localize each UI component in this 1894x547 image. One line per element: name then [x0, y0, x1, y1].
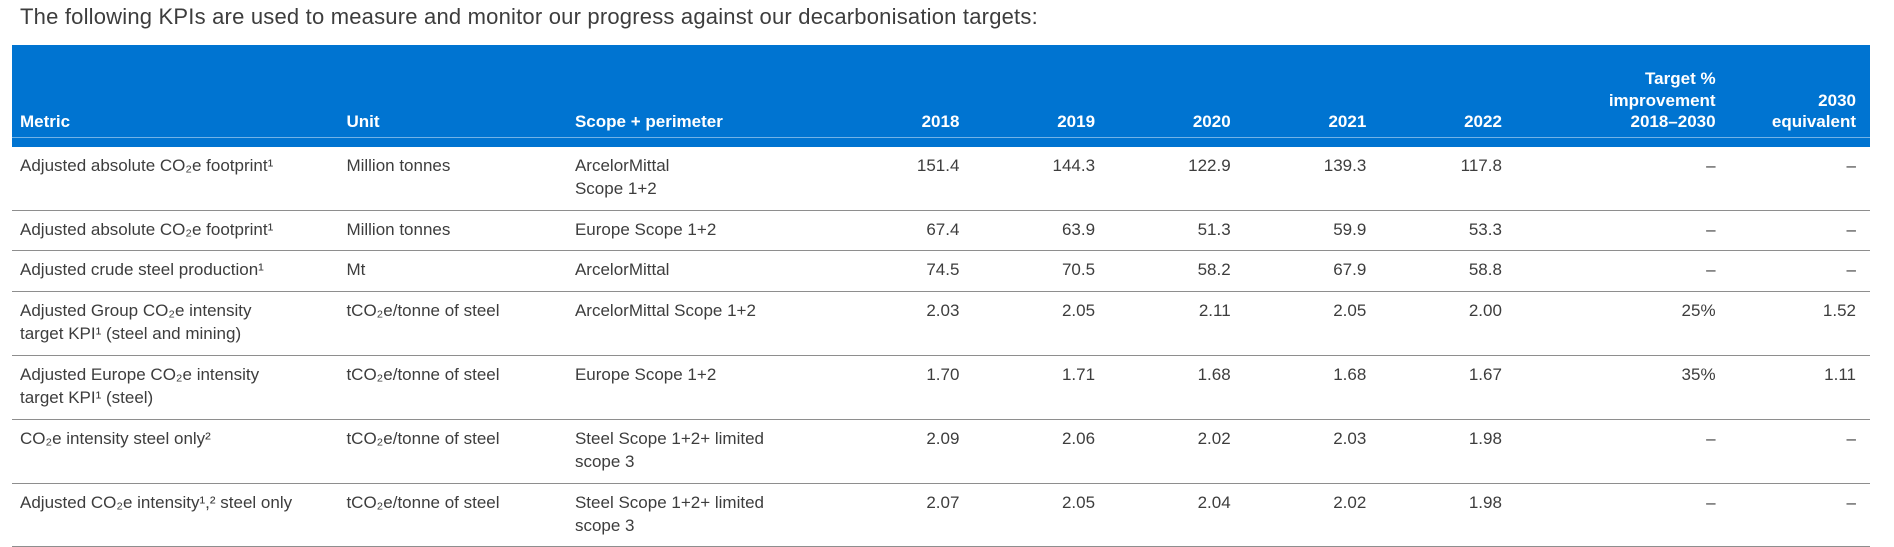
cell-target: –	[1706, 156, 1716, 175]
cell-target: –	[1503, 418, 1718, 484]
cell-metric: Adjusted CO₂e intensity¹,² steel only	[12, 482, 347, 547]
cell-2030-equivalent: –	[1846, 156, 1856, 175]
cell-2019: 70.5	[961, 250, 1098, 292]
col-header-2022: 2022	[1368, 45, 1504, 147]
cell-metric: Adjusted crude steel production¹	[12, 250, 347, 292]
cell-2030-equivalent: 1.52	[1717, 290, 1870, 356]
cell-2030-equivalent: –	[1717, 250, 1870, 292]
cell-2019: 2.05	[961, 482, 1098, 547]
cell-2019: 1.71	[961, 354, 1098, 420]
cell-unit: tCO₂e/tonne of steel	[346, 418, 575, 484]
col-header-scope-perimeter: Scope + perimeter	[574, 45, 826, 147]
cell-2018: 67.4	[825, 209, 962, 251]
cell-2021: 2.03	[1232, 418, 1369, 484]
cell-2022: 58.8	[1368, 250, 1504, 292]
cell-metric: Adjusted absolute CO₂e footprint¹	[20, 156, 274, 175]
cell-2021: 139.3	[1323, 156, 1367, 175]
table-row: CO₂e intensity steel only² tCO₂e/tonne o…	[12, 418, 1870, 484]
cell-2022: 53.3	[1368, 209, 1504, 251]
cell-2019: 63.9	[961, 209, 1098, 251]
cell-unit: Mt	[346, 250, 575, 292]
table-header-row: Metric Unit Scope + perimeter 2018 2019 …	[12, 45, 1871, 147]
cell-2020: 2.02	[1097, 418, 1233, 484]
cell-2022: 117.8	[1460, 156, 1502, 175]
cell-target: 25%	[1503, 290, 1718, 356]
cell-2019: 2.05	[961, 290, 1098, 356]
col-header-2019: 2019	[961, 45, 1098, 147]
cell-metric: CO₂e intensity steel only²	[12, 418, 347, 484]
cell-2021: 2.05	[1232, 290, 1369, 356]
cell-target: 35%	[1503, 354, 1718, 420]
cell-target: –	[1503, 250, 1718, 292]
cell-2021: 1.68	[1232, 354, 1369, 420]
cell-2018: 151.4	[916, 156, 960, 175]
cell-2030-equivalent: –	[1717, 209, 1870, 251]
cell-2020: 58.2	[1097, 250, 1233, 292]
cell-2020: 122.9	[1188, 156, 1231, 175]
cell-2018: 2.03	[825, 290, 962, 356]
cell-2030-equivalent: –	[1717, 482, 1870, 547]
cell-target: –	[1503, 209, 1718, 251]
cell-2019: 144.3	[1052, 156, 1096, 175]
cell-unit: tCO₂e/tonne of steel	[346, 482, 575, 547]
cell-2018: 2.09	[825, 418, 962, 484]
col-header-2021: 2021	[1232, 45, 1369, 147]
cell-2030-equivalent: 1.11	[1717, 354, 1870, 420]
cell-2022: 2.00	[1368, 290, 1504, 356]
cell-metric: Adjusted Group CO₂e intensity target KPI…	[12, 290, 347, 356]
col-header-2030-equivalent: 2030 equivalent	[1717, 45, 1871, 147]
page-title: The following KPIs are used to measure a…	[20, 4, 1038, 29]
col-header-2020: 2020	[1097, 45, 1233, 147]
cell-2018: 1.70	[825, 354, 962, 420]
cell-2018: 2.07	[825, 482, 962, 547]
cell-unit: Million tonnes	[346, 209, 575, 251]
cell-scope: Steel Scope 1+2+ limited scope 3	[574, 418, 826, 484]
cell-2020: 1.68	[1097, 354, 1233, 420]
cell-2018: 74.5	[825, 250, 962, 292]
kpi-table: Metric Unit Scope + perimeter 2018 2019 …	[12, 45, 1871, 547]
cell-scope: Europe Scope 1+2	[574, 354, 826, 420]
cell-2021: 59.9	[1232, 209, 1369, 251]
col-header-unit: Unit	[346, 45, 575, 147]
table-row: Adjusted Group CO₂e intensity target KPI…	[12, 290, 1870, 356]
cell-2022: 1.98	[1368, 418, 1504, 484]
cell-2022: 1.67	[1368, 354, 1504, 420]
table-row: Adjusted absolute CO₂e footprint¹ Millio…	[12, 147, 1870, 210]
table-row: Adjusted Europe CO₂e intensity target KP…	[12, 354, 1870, 420]
cell-metric: Adjusted Europe CO₂e intensity target KP…	[12, 354, 347, 420]
cell-scope: ArcelorMittal Scope 1+2	[574, 156, 670, 199]
col-header-target-improvement: Target % improvement 2018–2030	[1503, 45, 1718, 147]
cell-unit: tCO₂e/tonne of steel	[346, 354, 575, 420]
cell-2021: 2.02	[1232, 482, 1369, 547]
cell-scope: ArcelorMittal	[574, 250, 826, 292]
cell-2020: 2.04	[1097, 482, 1233, 547]
cell-scope: Europe Scope 1+2	[574, 209, 826, 251]
cell-2019: 2.06	[961, 418, 1098, 484]
col-header-2018: 2018	[825, 45, 962, 147]
cell-scope: Steel Scope 1+2+ limited scope 3	[574, 482, 826, 547]
table-row: Adjusted crude steel production¹ Mt Arce…	[12, 250, 1870, 292]
cell-unit: tCO₂e/tonne of steel	[346, 290, 575, 356]
cell-2020: 2.11	[1097, 290, 1233, 356]
cell-unit: Million tonnes	[346, 156, 451, 175]
table-row: Adjusted CO₂e intensity¹,² steel only tC…	[12, 482, 1870, 547]
cell-2022: 1.98	[1368, 482, 1504, 547]
cell-2020: 51.3	[1097, 209, 1233, 251]
cell-2021: 67.9	[1232, 250, 1369, 292]
col-header-metric: Metric	[12, 45, 347, 147]
cell-metric: Adjusted absolute CO₂e footprint¹	[12, 209, 347, 251]
cell-target: –	[1503, 482, 1718, 547]
table-row: Adjusted absolute CO₂e footprint¹ Millio…	[12, 209, 1870, 251]
cell-scope: ArcelorMittal Scope 1+2	[574, 290, 826, 356]
cell-2030-equivalent: –	[1717, 418, 1870, 484]
